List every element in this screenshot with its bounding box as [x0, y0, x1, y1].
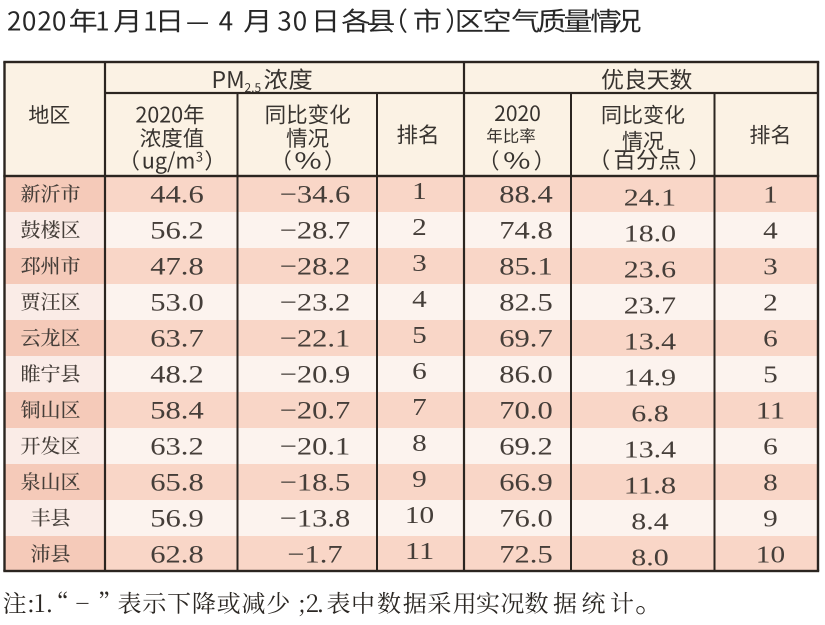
svg-text:−28.7: −28.7	[280, 218, 351, 245]
svg-text:66.9: 66.9	[499, 470, 552, 497]
svg-text:6: 6	[763, 327, 778, 353]
svg-text:1: 1	[763, 183, 778, 209]
svg-text:4: 4	[412, 287, 427, 313]
svg-text:85.1: 85.1	[499, 254, 552, 281]
svg-text:23.7: 23.7	[624, 293, 676, 320]
svg-text:23.6: 23.6	[624, 257, 676, 284]
svg-text:−1.7: −1.7	[287, 542, 342, 569]
svg-text:18.0: 18.0	[624, 221, 676, 248]
svg-text:48.2: 48.2	[150, 362, 203, 389]
svg-text:8: 8	[763, 471, 778, 497]
svg-text:14.9: 14.9	[624, 365, 676, 392]
svg-text:11: 11	[405, 539, 434, 565]
svg-text:13.4: 13.4	[624, 437, 676, 464]
svg-text:8.4: 8.4	[631, 509, 668, 536]
svg-text:44.6: 44.6	[150, 182, 203, 209]
svg-text:−20.1: −20.1	[280, 434, 351, 461]
svg-text:10: 10	[405, 503, 434, 529]
svg-text:8.0: 8.0	[631, 545, 668, 572]
svg-text:70.0: 70.0	[499, 398, 552, 425]
svg-text:72.5: 72.5	[499, 542, 552, 569]
svg-text:2: 2	[412, 215, 427, 241]
svg-text:−13.8: −13.8	[280, 506, 351, 533]
svg-text:56.2: 56.2	[150, 218, 203, 245]
svg-text:88.4: 88.4	[499, 182, 553, 209]
svg-text:8: 8	[412, 431, 427, 457]
svg-text:−28.2: −28.2	[280, 254, 351, 281]
svg-text:9: 9	[412, 467, 427, 493]
svg-text:11: 11	[756, 399, 785, 425]
svg-text:62.8: 62.8	[150, 542, 203, 569]
svg-text:−23.2: −23.2	[280, 290, 351, 317]
svg-text:86.0: 86.0	[499, 362, 552, 389]
svg-text:6.8: 6.8	[631, 401, 668, 428]
svg-text:9: 9	[763, 507, 778, 533]
svg-text:63.7: 63.7	[150, 326, 203, 353]
svg-text:−20.9: −20.9	[280, 362, 351, 389]
svg-text:13.4: 13.4	[624, 329, 676, 356]
svg-text:1: 1	[412, 179, 427, 205]
svg-text:74.8: 74.8	[499, 218, 552, 245]
svg-text:−34.6: −34.6	[280, 182, 351, 209]
svg-text:76.0: 76.0	[499, 506, 552, 533]
svg-text:53.0: 53.0	[150, 290, 203, 317]
svg-text:47.8: 47.8	[150, 254, 203, 281]
svg-text:6: 6	[412, 359, 427, 385]
svg-text:7: 7	[412, 395, 427, 421]
svg-text:3: 3	[763, 255, 778, 281]
svg-text:24.1: 24.1	[624, 185, 676, 212]
svg-text:10: 10	[756, 543, 785, 569]
svg-text:65.8: 65.8	[150, 470, 203, 497]
svg-text:2: 2	[763, 291, 778, 317]
svg-text:56.9: 56.9	[150, 506, 203, 533]
svg-text:5: 5	[763, 363, 778, 389]
svg-text:69.7: 69.7	[499, 326, 552, 353]
svg-text:5: 5	[412, 323, 427, 349]
svg-text:82.5: 82.5	[499, 290, 552, 317]
svg-text:58.4: 58.4	[150, 398, 204, 425]
svg-text:6: 6	[763, 435, 778, 461]
svg-text:4: 4	[763, 219, 778, 245]
svg-text:11.8: 11.8	[624, 473, 676, 500]
svg-text:−20.7: −20.7	[280, 398, 351, 425]
svg-text:3: 3	[412, 251, 427, 277]
svg-text:69.2: 69.2	[499, 434, 552, 461]
svg-text:−22.1: −22.1	[280, 326, 351, 353]
svg-text:−18.5: −18.5	[280, 470, 351, 497]
svg-text:63.2: 63.2	[150, 434, 203, 461]
